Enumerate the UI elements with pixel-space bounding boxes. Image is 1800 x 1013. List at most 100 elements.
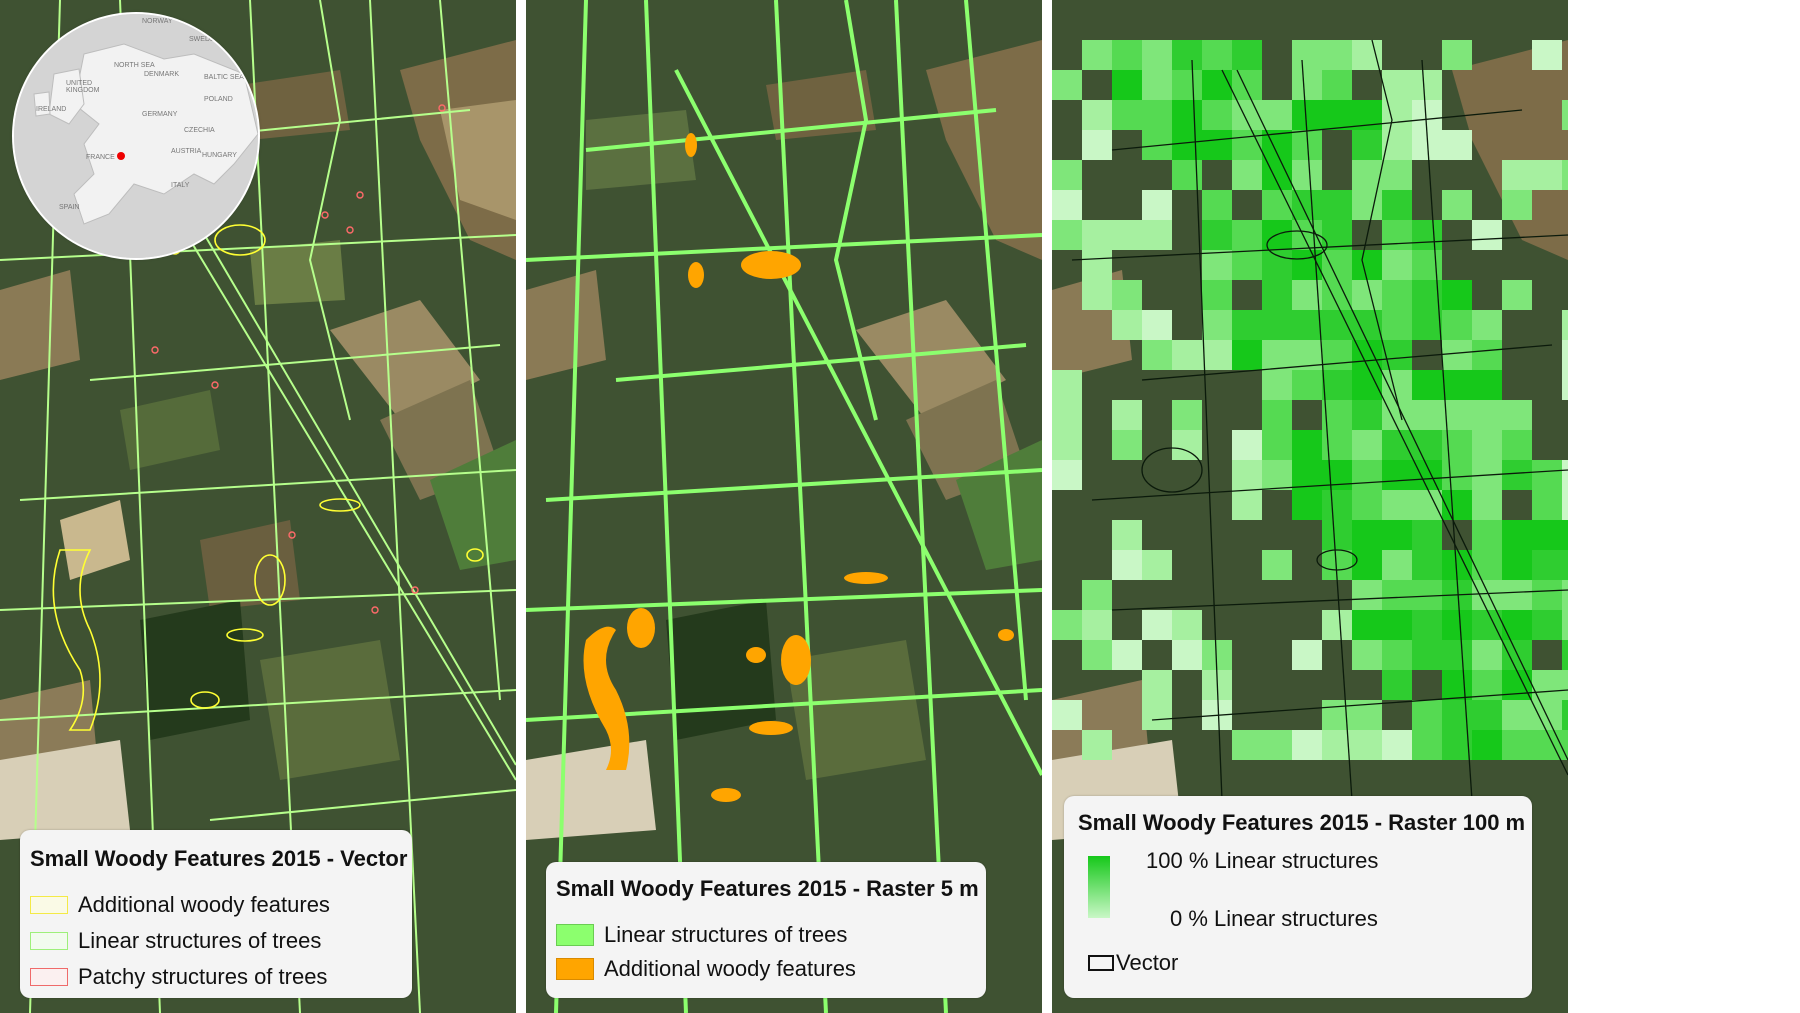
legend-item: Additional woody features <box>556 956 986 982</box>
raster-cell <box>1382 490 1412 520</box>
raster-cell <box>1322 370 1352 400</box>
raster-cell <box>1232 130 1262 160</box>
raster-cell <box>1322 40 1352 70</box>
raster-cell <box>1322 430 1352 460</box>
raster-cell <box>1442 340 1472 370</box>
raster-cell <box>1502 580 1532 610</box>
raster-cell <box>1382 340 1412 370</box>
raster-cell <box>1292 460 1322 490</box>
raster-cell <box>1112 70 1142 100</box>
raster-cell <box>1262 340 1292 370</box>
raster-cell <box>1202 310 1232 340</box>
inset-label: CZECHIA <box>184 127 215 134</box>
inset-label: IRELAND <box>36 106 67 113</box>
legend-item: Vector <box>1088 950 1532 976</box>
raster-cell <box>1142 550 1172 580</box>
map-panel-raster-5m: Small Woody Features 2015 - Raster 5 m L… <box>526 0 1042 1013</box>
inset-label: POLAND <box>204 96 233 103</box>
legend-item-label: Additional woody features <box>604 956 856 981</box>
raster-cell <box>1082 580 1112 610</box>
raster-cell <box>1562 310 1568 340</box>
gradient-ramp <box>1088 856 1110 918</box>
gradient-high-label: 100 % Linear structures <box>1146 848 1379 873</box>
raster-cell <box>1442 610 1472 640</box>
raster-cell <box>1442 40 1472 70</box>
raster-cell <box>1412 220 1442 250</box>
raster-cell <box>1112 640 1142 670</box>
raster-cell <box>1532 580 1562 610</box>
gradient-labels: 100 % Linear structures 0 % Linear struc… <box>1130 848 1450 931</box>
raster-cell <box>1202 250 1232 280</box>
legend-item-label: Linear structures of trees <box>604 922 848 947</box>
raster-cell <box>1352 370 1382 400</box>
raster-cell <box>1352 160 1382 190</box>
raster-cell <box>1442 280 1472 310</box>
raster-cell <box>1262 550 1292 580</box>
raster-cell <box>1502 700 1532 730</box>
raster-cell <box>1232 490 1262 520</box>
raster-cell <box>1382 460 1412 490</box>
raster-cell <box>1322 70 1352 100</box>
legend-item-label: Linear structures of trees <box>78 928 322 953</box>
inset-label: UNITED KINGDOM <box>66 80 100 94</box>
raster-cell <box>1472 550 1502 580</box>
raster-cell <box>1352 400 1382 430</box>
raster-cell <box>1352 430 1382 460</box>
raster-cell <box>1472 310 1502 340</box>
inset-label: ITALY <box>171 182 190 189</box>
legend-title: Small Woody Features 2015 - Raster 5 m <box>556 876 979 901</box>
raster-cell <box>1412 700 1442 730</box>
linear-structures-swatch <box>556 924 594 946</box>
raster-cell <box>1202 280 1232 310</box>
raster-cell <box>1472 430 1502 460</box>
raster-cell <box>1202 340 1232 370</box>
inset-label: AUSTRIA <box>171 148 202 155</box>
inset-label: SWEDEN <box>189 36 220 43</box>
raster-cell <box>1082 100 1112 130</box>
raster-cell <box>1052 370 1082 400</box>
raster-cell <box>1142 670 1172 700</box>
raster-cell <box>1052 220 1082 250</box>
raster-cell <box>1322 340 1352 370</box>
raster-cell <box>1082 40 1112 70</box>
raster-cell <box>1532 610 1562 640</box>
raster-cell <box>1262 310 1292 340</box>
raster-cell <box>1412 460 1442 490</box>
raster-cell <box>1382 730 1412 760</box>
raster-cell <box>1172 40 1202 70</box>
raster-cell <box>1352 310 1382 340</box>
raster-cell <box>1352 580 1382 610</box>
raster-cell <box>1172 430 1202 460</box>
raster-cell <box>1562 610 1568 640</box>
raster-cell <box>1262 280 1292 310</box>
raster-cell <box>1442 310 1472 340</box>
raster-cell <box>1412 550 1442 580</box>
raster-cell <box>1172 610 1202 640</box>
raster-cell <box>1322 520 1352 550</box>
raster-cell <box>1172 400 1202 430</box>
raster-cell <box>1412 70 1442 100</box>
raster-cell <box>1232 730 1262 760</box>
raster-cell <box>1382 280 1412 310</box>
raster-cell <box>1502 730 1532 760</box>
raster-cell <box>1412 520 1442 550</box>
raster-cell <box>1172 340 1202 370</box>
additional-features-swatch <box>556 958 594 980</box>
raster-cell <box>1352 190 1382 220</box>
raster-cell <box>1442 130 1472 160</box>
raster-cell <box>1052 190 1082 220</box>
raster-cell <box>1112 550 1142 580</box>
raster-cell <box>1562 700 1568 730</box>
raster-cell <box>1532 490 1562 520</box>
raster-cell <box>1502 430 1532 460</box>
raster-cell <box>1052 430 1082 460</box>
raster-cell <box>1412 400 1442 430</box>
raster-cell <box>1472 490 1502 520</box>
inset-label: SPAIN <box>59 204 80 211</box>
raster-cell <box>1412 640 1442 670</box>
raster-cell <box>1232 70 1262 100</box>
raster-cell <box>1172 640 1202 670</box>
raster-cell <box>1232 220 1262 250</box>
legend-raster-5m: Small Woody Features 2015 - Raster 5 m L… <box>546 862 986 998</box>
raster-cell <box>1472 640 1502 670</box>
